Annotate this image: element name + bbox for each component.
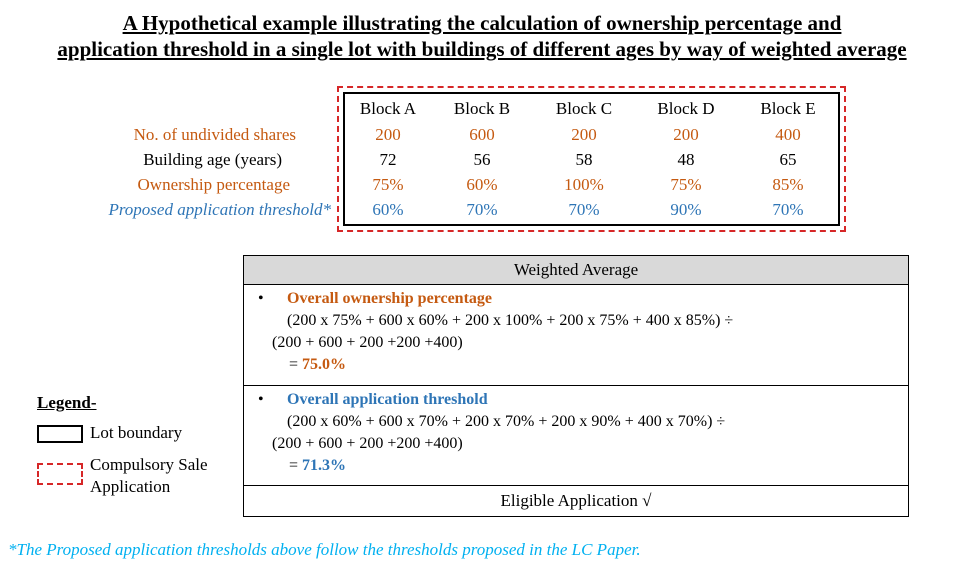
age-block-e: 65 (779, 150, 797, 169)
weighted-average-divider-1 (244, 385, 908, 386)
ownership-result-prefix: = (289, 356, 303, 373)
row-label-building-age: Building age (years) (143, 150, 282, 169)
shares-block-c: 200 (571, 125, 597, 144)
threshold-calc-title: Overall application threshold (287, 391, 488, 408)
shares-block-e: 400 (775, 125, 801, 144)
weighted-average-header: Weighted Average (244, 256, 908, 285)
block-d-header: Block D (657, 99, 715, 118)
block-a-header: Block A (359, 99, 417, 118)
threshold-block-e: 70% (772, 200, 804, 219)
threshold-calc-line1: (200 x 60% + 600 x 70% + 200 x 70% + 200… (287, 413, 726, 430)
shares-block-d: 200 (673, 125, 699, 144)
threshold-block-c: 70% (568, 200, 600, 219)
weighted-average-box: Weighted Average • Overall ownership per… (243, 255, 909, 517)
lot-boundary (343, 92, 840, 226)
shares-block-b: 600 (469, 125, 495, 144)
row-label-shares: No. of undivided shares (133, 125, 296, 144)
ownership-block-d: 75% (670, 175, 702, 194)
ownership-bullet: • (258, 290, 264, 307)
ownership-block-b: 60% (466, 175, 498, 194)
threshold-block-b: 70% (466, 200, 498, 219)
block-c-header: Block C (555, 99, 613, 118)
age-block-b: 56 (473, 150, 491, 169)
ownership-calc-title: Overall ownership percentage (287, 290, 493, 307)
footnote: *The Proposed application thresholds abo… (8, 540, 641, 559)
eligible-application: Eligible Application √ (500, 491, 652, 510)
ownership-result: = 75.0% (289, 354, 346, 376)
threshold-block-d: 90% (670, 200, 702, 219)
legend-compulsory-sale-label-2: Application (90, 477, 171, 496)
threshold-result-value: 71.3% (302, 457, 347, 474)
legend-compulsory-sale-swatch (37, 463, 83, 485)
legend-title: Legend- (37, 393, 97, 412)
threshold-calc-line2: (200 + 600 + 200 +200 +400) (272, 435, 463, 452)
threshold-block-a: 60% (372, 200, 404, 219)
legend-lot-boundary-swatch (37, 425, 83, 443)
ownership-calc-line2: (200 + 600 + 200 +200 +400) (272, 334, 463, 351)
age-block-d: 48 (677, 150, 695, 169)
title-line-2: application threshold in a single lot wi… (57, 37, 907, 61)
title-line-1: A Hypothetical example illustrating the … (122, 11, 842, 35)
weighted-average-divider-2 (244, 485, 908, 486)
ownership-block-a: 75% (372, 175, 404, 194)
ownership-calc-line1: (200 x 75% + 600 x 60% + 200 x 100% + 20… (287, 312, 734, 329)
compulsory-sale-boundary (337, 86, 846, 232)
threshold-result: = 71.3% (289, 455, 346, 477)
block-e-header: Block E (760, 99, 816, 118)
ownership-block-c: 100% (564, 175, 604, 194)
age-block-c: 58 (575, 150, 593, 169)
legend-compulsory-sale-label-1: Compulsory Sale (90, 455, 208, 474)
ownership-result-value: 75.0% (302, 356, 347, 373)
legend-lot-boundary-label: Lot boundary (90, 423, 183, 442)
ownership-block-e: 85% (772, 175, 804, 194)
block-b-header: Block B (453, 99, 511, 118)
threshold-bullet: • (258, 391, 264, 408)
row-label-ownership: Ownership percentage (137, 175, 290, 194)
threshold-result-prefix: = (289, 457, 303, 474)
row-label-threshold: Proposed application threshold* (108, 200, 331, 219)
age-block-a: 72 (379, 150, 397, 169)
shares-block-a: 200 (375, 125, 401, 144)
